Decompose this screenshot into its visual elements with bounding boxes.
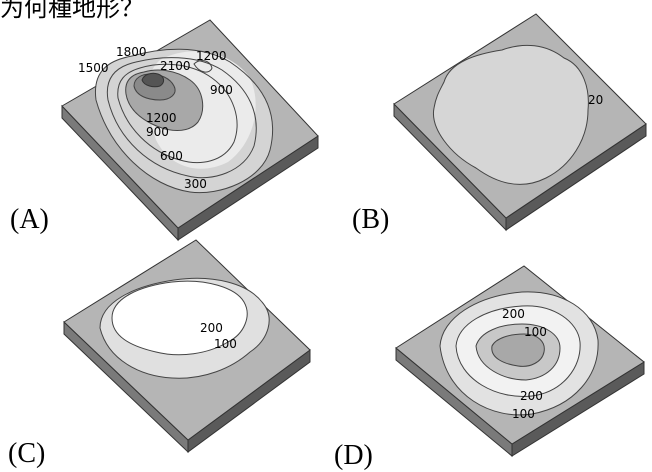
panel-d-label: (D) [334, 440, 373, 471]
panel-c-diagram: 200 100 [63, 239, 311, 454]
contour-label-900: 900 [146, 125, 169, 139]
panel-b-label: (B) [352, 204, 390, 235]
panel-b-diagram: 20 [393, 13, 647, 232]
contour-label-1200-peak: 1200 [196, 49, 227, 63]
contour-label-1200: 1200 [146, 111, 177, 125]
contour-label-1800: 1800 [116, 45, 147, 59]
panel-c-label: (C) [8, 438, 46, 469]
contour-label-200-outer: 200 [520, 389, 543, 403]
question-fragment: 为何種地形？ [0, 0, 144, 22]
panel-c: 200 100 (C) [0, 236, 326, 472]
contour-label-300: 300 [184, 177, 207, 191]
contour-label-1500: 1500 [78, 61, 109, 75]
contour-label-2100: 2100 [160, 59, 191, 73]
contour-label-600: 600 [160, 149, 183, 163]
panel-d-diagram: 200 100 200 100 [395, 265, 645, 458]
panel-a: 1800 1500 2100 1200 900 1200 900 600 300… [0, 0, 326, 242]
contour-label-200-inner: 200 [502, 307, 525, 321]
panel-b: 20 (B) [326, 0, 652, 236]
contour-label-100-inner: 100 [524, 325, 547, 339]
panel-a-diagram: 1800 1500 2100 1200 900 1200 900 600 300 [61, 19, 319, 242]
contour-label-20: 20 [588, 93, 603, 107]
panel-a-label: (A) [10, 204, 49, 235]
contour-label-100: 100 [214, 337, 237, 351]
contour-label-200: 200 [200, 321, 223, 335]
contour-label-900-east: 900 [210, 83, 233, 97]
contour-label-100-outer: 100 [512, 407, 535, 421]
panel-d: 200 100 200 100 (D) [326, 236, 652, 472]
